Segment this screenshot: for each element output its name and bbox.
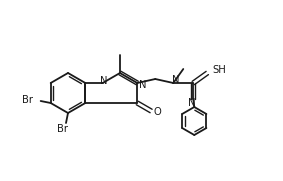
Text: SH: SH	[212, 65, 226, 75]
Text: N: N	[188, 98, 195, 108]
Text: Br: Br	[57, 124, 68, 134]
Text: Br: Br	[22, 95, 33, 105]
Text: O: O	[153, 107, 161, 117]
Text: N: N	[139, 80, 147, 90]
Text: N: N	[100, 75, 107, 85]
Text: N: N	[171, 75, 179, 85]
